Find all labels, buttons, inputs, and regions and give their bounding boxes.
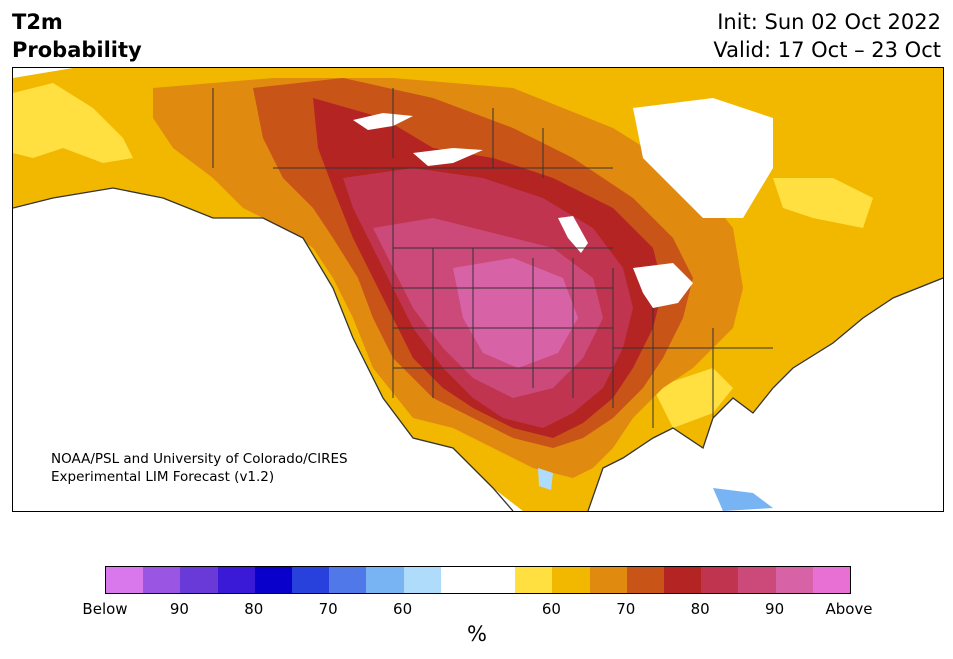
land-band-90 (453, 258, 578, 368)
colorbar-segment (812, 567, 851, 593)
great-lakes (633, 263, 693, 308)
colorbar-segment (217, 567, 255, 593)
colorbar-segment (440, 567, 479, 593)
colorbar-segment (775, 567, 813, 593)
colorbar-tick-label: 70 (616, 600, 636, 618)
credit-line-1: NOAA/PSL and University of Colorado/CIRE… (51, 451, 348, 467)
colorbar-tick-label: 80 (690, 600, 710, 618)
colorbar-tick-label: 70 (318, 600, 338, 618)
great-slave-lake (353, 113, 413, 130)
title-line-2: Probability (12, 38, 142, 62)
credit-line-2: Experimental LIM Forecast (v1.2) (51, 469, 275, 485)
hudson-bay (633, 98, 773, 218)
map-title: T2m Probability (12, 8, 142, 64)
political-borders (212, 88, 773, 428)
colorbar-segment (254, 567, 293, 593)
colorbar-segment (329, 567, 367, 593)
colorbar-segment (701, 567, 739, 593)
north-america-map (13, 68, 943, 511)
colorbar-segment (552, 567, 590, 593)
colorbar-segment (366, 567, 404, 593)
colorbar-segment (515, 567, 553, 593)
colorbar-tick-label: 90 (765, 600, 785, 618)
colorbar-segment (626, 567, 665, 593)
colorbar-segment (589, 567, 627, 593)
colorbar-tick-label: 80 (244, 600, 264, 618)
caribbean-shade (713, 488, 773, 511)
colorbar-segment (664, 567, 702, 593)
ocean-pacific (13, 188, 513, 511)
valid-range: Valid: 17 Oct – 23 Oct (713, 38, 941, 62)
coastline (13, 187, 943, 511)
colorbar-segment (738, 567, 776, 593)
great-bear-lake (413, 148, 483, 166)
forecast-dates: Init: Sun 02 Oct 2022 Valid: 17 Oct – 23… (713, 8, 941, 64)
colorbar-segment (478, 567, 516, 593)
colorbar-segment (106, 567, 144, 593)
probability-colorbar (105, 566, 851, 594)
forecast-map: NOAA/PSL and University of Colorado/CIRE… (12, 67, 944, 512)
title-line-1: T2m (12, 10, 63, 34)
land-band-50-west (13, 83, 133, 163)
lake-winnipeg (558, 216, 588, 253)
colorbar-tick-label: Below (82, 600, 128, 618)
colorbar-unit-label: % (467, 622, 487, 646)
gulf-lightblue (538, 468, 553, 490)
colorbar-segment (292, 567, 330, 593)
init-date: Init: Sun 02 Oct 2022 (717, 10, 941, 34)
land-band-50-east (773, 178, 873, 228)
colorbar-segment (403, 567, 441, 593)
colorbar-tick-label: Above (825, 600, 873, 618)
data-credit: NOAA/PSL and University of Colorado/CIRE… (51, 450, 348, 486)
colorbar-tick-label: 60 (393, 600, 413, 618)
ocean-atlantic (588, 278, 943, 511)
colorbar-segment (143, 567, 181, 593)
colorbar-segment (180, 567, 218, 593)
colorbar-tick-label: 60 (541, 600, 561, 618)
colorbar-tick-label: 90 (169, 600, 189, 618)
